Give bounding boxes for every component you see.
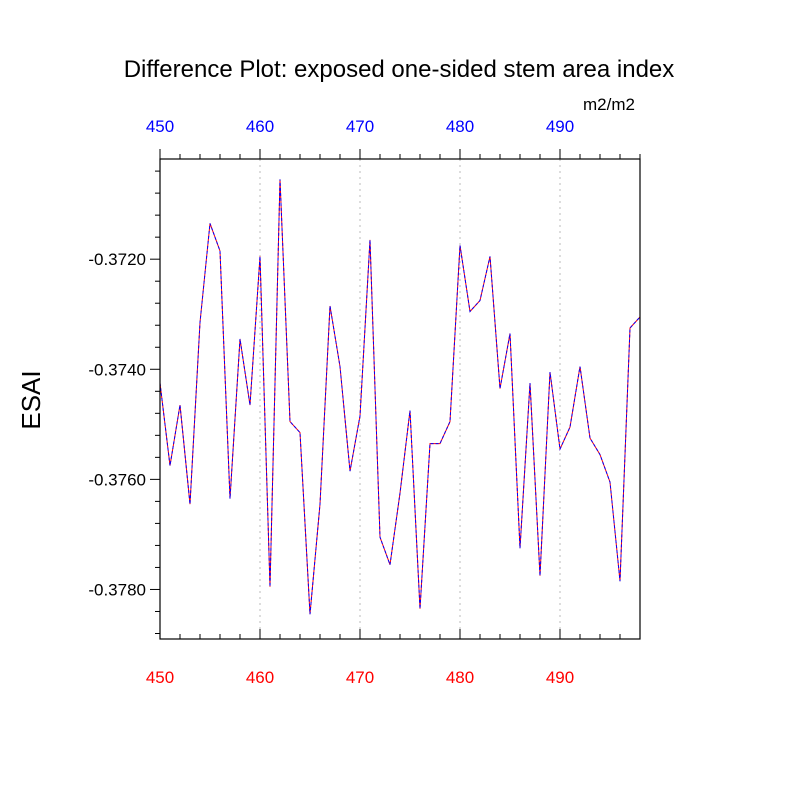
- top-tick-label-470: 470: [346, 117, 374, 136]
- top-tick-label-450: 450: [146, 117, 174, 136]
- units-label: m2/m2: [583, 95, 635, 114]
- top-tick-label-490: 490: [546, 117, 574, 136]
- y-tick-label: -0.3720: [88, 250, 146, 269]
- plot-frame: [159, 158, 641, 640]
- bottom-tick-label-480: 480: [446, 668, 474, 687]
- y-tick-label: -0.3780: [88, 580, 146, 599]
- grid-lines: [259, 159, 561, 639]
- top-tick-label-480: 480: [446, 117, 474, 136]
- tick-labels: 450 450 460 460 470 470 480 480 490 490 -0.3720 -0.…: [88, 117, 574, 687]
- bottom-tick-label-490: 490: [546, 668, 574, 687]
- series-lines: [159, 179, 641, 615]
- y-axis-label: ESAI: [16, 370, 46, 429]
- chart-title: Difference Plot: exposed one-sided stem …: [124, 56, 675, 83]
- y-tick-label: -0.3740: [88, 360, 146, 379]
- series-line-blue: [159, 179, 641, 615]
- bottom-tick-label-450: 450: [146, 668, 174, 687]
- y-tick-label: -0.3760: [88, 470, 146, 489]
- top-tick-label-460: 460: [246, 117, 274, 136]
- axis-ticks: [150, 149, 641, 639]
- bottom-tick-label-470: 470: [346, 668, 374, 687]
- bottom-tick-label-460: 460: [246, 668, 274, 687]
- series-line-red: [159, 179, 641, 615]
